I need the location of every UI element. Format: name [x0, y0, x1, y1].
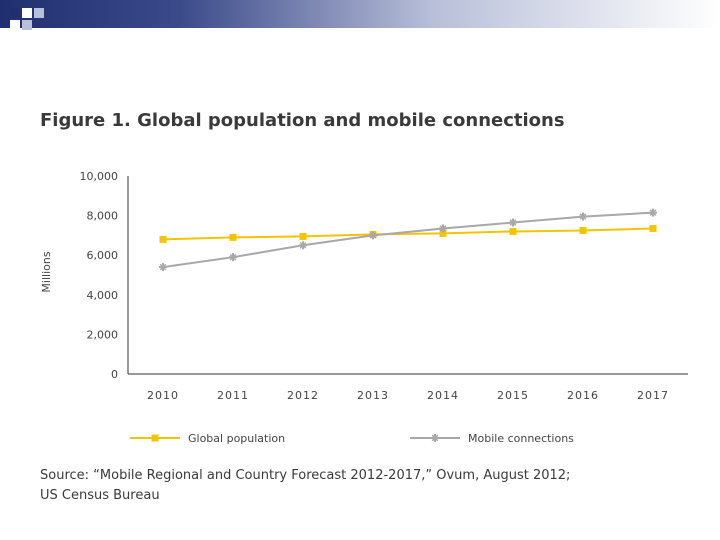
legend-mobile-connections: Mobile connections	[410, 432, 574, 445]
data-point-global-population	[159, 235, 167, 243]
y-tick-label: 2,000	[87, 328, 119, 341]
data-point-mobile-connections	[509, 218, 517, 227]
decorative-square	[10, 8, 20, 18]
marker-stroke	[159, 263, 167, 271]
marker-stroke	[439, 225, 447, 232]
marker-stroke	[431, 434, 439, 442]
data-point-mobile-connections	[579, 212, 587, 221]
decorative-square	[22, 20, 32, 30]
y-tick-label: 0	[111, 368, 118, 381]
x-tick-label: 2010	[147, 389, 179, 402]
data-point-mobile-connections	[649, 208, 657, 217]
y-tick-label: 4,000	[87, 289, 119, 302]
series-line-mobile-connections	[162, 211, 654, 269]
decorative-square	[10, 20, 20, 30]
x-tick-label: 2016	[567, 389, 599, 402]
source-line-2: US Census Bureau	[40, 488, 160, 503]
data-point-mobile-connections	[229, 253, 237, 262]
data-point-mobile-connections	[439, 224, 447, 233]
y-tick-label: 6,000	[87, 249, 119, 262]
x-tick-label: 2017	[637, 389, 669, 402]
x-tick-label: 2011	[217, 389, 249, 402]
data-point-global-population	[509, 227, 517, 235]
data-point-global-population	[649, 224, 657, 232]
data-point-mobile-connections	[159, 263, 167, 272]
legend-marker	[151, 434, 159, 442]
source-note: Source: “Mobile Regional and Country For…	[40, 466, 700, 506]
chart-legend: Global population Mobile connections	[130, 432, 574, 445]
line-chart: 0 2,000 4,000 6,000 8,000 10,000 2010 2011 2012…	[40, 170, 688, 445]
marker-stroke	[579, 213, 587, 220]
chart-title: Figure 1. Global population and mobile c…	[40, 110, 565, 131]
y-axis-label: Millions	[40, 251, 53, 292]
source-line-1: Source: “Mobile Regional and Country For…	[40, 468, 571, 483]
decorative-squares	[0, 0, 60, 44]
y-axis-ticks: 0 2,000 4,000 6,000 8,000 10,000	[80, 170, 119, 381]
chart-axes	[127, 176, 688, 375]
data-point-global-population	[579, 226, 587, 234]
data-point-global-population	[439, 229, 447, 237]
marker-stroke	[229, 253, 237, 261]
decorative-square	[22, 8, 32, 18]
data-point-mobile-connections	[299, 241, 307, 250]
y-tick-label: 10,000	[80, 170, 119, 183]
legend-label: Mobile connections	[468, 432, 574, 445]
decorative-square	[34, 8, 44, 18]
series-line-global-population	[162, 227, 654, 241]
marker-stroke	[649, 209, 657, 216]
series-markers	[159, 208, 657, 272]
marker-stroke	[369, 232, 377, 239]
series-lines	[162, 211, 654, 269]
marker-stroke	[299, 241, 307, 249]
header-banner	[0, 0, 720, 28]
x-tick-label: 2012	[287, 389, 319, 402]
legend-marker	[431, 434, 439, 442]
legend-global-population: Global population	[130, 432, 285, 445]
legend-label: Global population	[188, 432, 285, 445]
x-tick-label: 2013	[357, 389, 389, 402]
x-tick-label: 2015	[497, 389, 529, 402]
data-point-global-population	[299, 232, 307, 240]
data-point-mobile-connections	[369, 231, 377, 240]
x-axis-ticks: 2010 2011 2012 2013 2014 2015 2016 2017	[147, 389, 669, 402]
marker-stroke	[509, 219, 517, 226]
x-tick-label: 2014	[427, 389, 459, 402]
y-tick-label: 8,000	[87, 210, 119, 223]
data-point-global-population	[229, 233, 237, 241]
